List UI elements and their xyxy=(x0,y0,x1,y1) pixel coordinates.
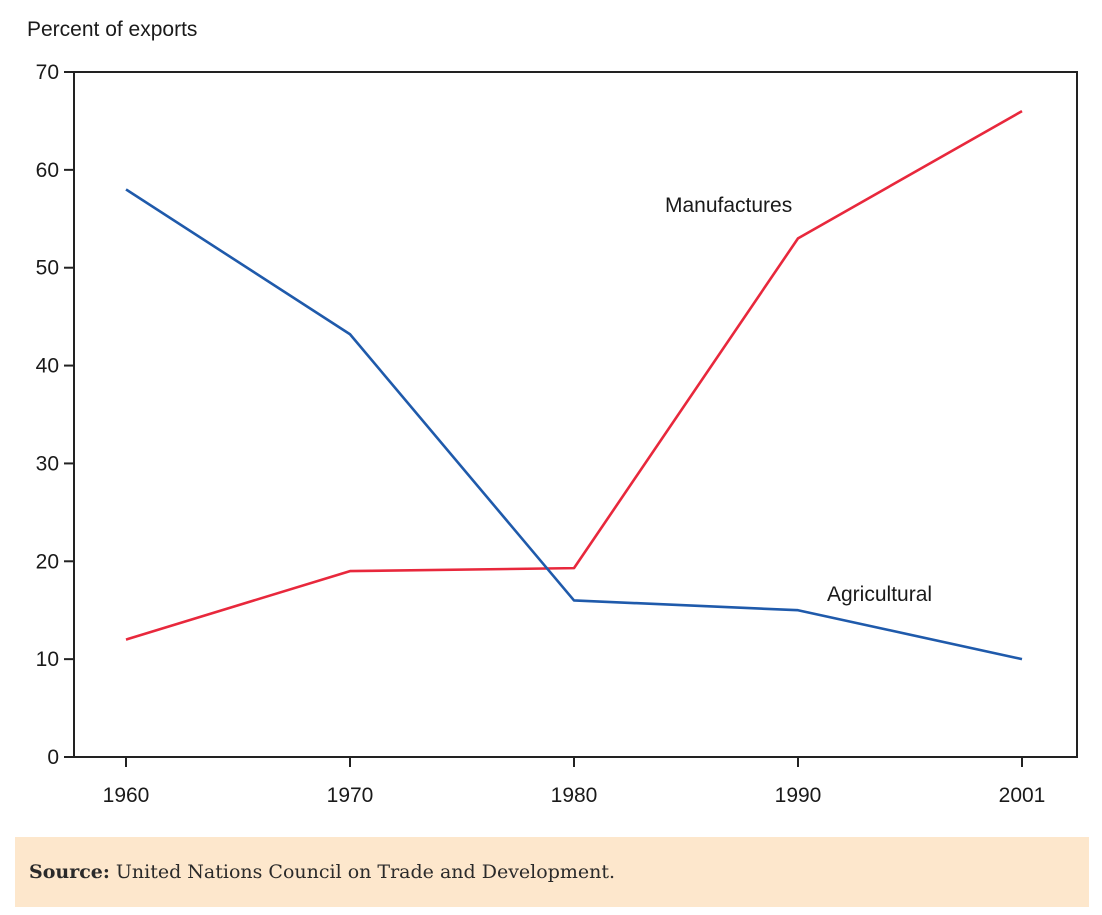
y-tick-label: 20 xyxy=(36,550,59,573)
source-label: Source: xyxy=(29,861,110,883)
plot-border xyxy=(73,71,1078,758)
y-axis-title: Percent of exports xyxy=(27,18,197,41)
series-line-agricultural xyxy=(125,188,1023,661)
plot-frame xyxy=(73,71,1078,758)
y-axis: 0 10 20 30 40 50 60 70 xyxy=(36,61,74,769)
x-tick-label: 1990 xyxy=(775,784,822,807)
y-tick-label: 40 xyxy=(36,355,59,378)
x-axis: 1960 1970 1980 1990 2001 xyxy=(103,757,1046,807)
x-tick-label: 2001 xyxy=(999,784,1046,807)
source-note: Source: United Nations Council on Trade … xyxy=(15,837,1089,907)
y-tick-label: 0 xyxy=(47,746,59,769)
source-text: United Nations Council on Trade and Deve… xyxy=(115,861,616,883)
x-tick-label: 1980 xyxy=(551,784,598,807)
series-label-manufactures: Manufactures xyxy=(665,194,792,217)
y-tick-label: 30 xyxy=(36,452,59,475)
x-tick-label: 1960 xyxy=(103,784,150,807)
series-label-agricultural: Agricultural xyxy=(827,583,932,606)
y-tick-label: 50 xyxy=(36,257,59,280)
series-lines xyxy=(125,110,1023,661)
y-tick-label: 70 xyxy=(36,61,59,84)
y-tick-label: 10 xyxy=(36,648,59,671)
series-line-manufactures xyxy=(125,110,1023,641)
y-tick-label: 60 xyxy=(36,159,59,182)
x-tick-label: 1970 xyxy=(327,784,374,807)
